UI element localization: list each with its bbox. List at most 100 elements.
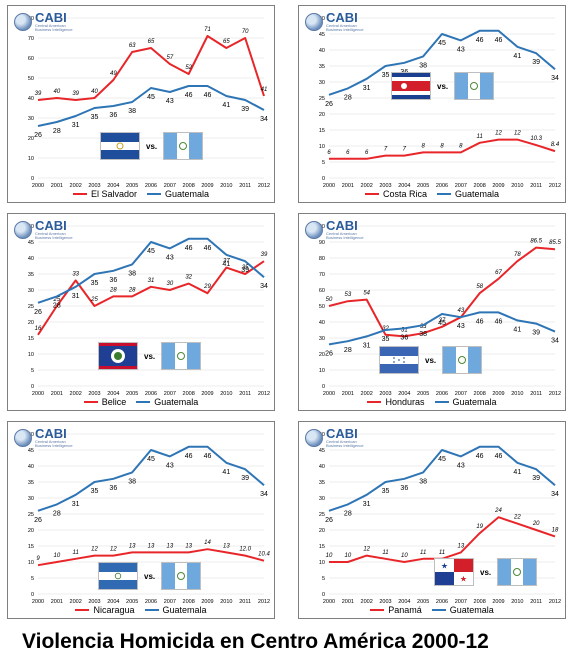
data-label: 46 [185,453,193,460]
x-tick-label: 2010 [220,391,232,397]
data-label: 43 [457,308,464,314]
chart-svg: 0102030405060708020002001200220032004200… [28,16,270,189]
data-label: 46 [476,37,484,44]
data-label: 34 [551,491,559,498]
data-label: 7 [403,147,407,153]
data-label: 28 [109,287,117,293]
x-tick-label: 2009 [201,391,213,397]
vs-label: vs. [144,571,156,581]
legend-swatch [364,193,379,195]
legend-label: Guatemala [449,605,494,615]
data-label: 34 [260,116,268,123]
y-tick-label: 15 [28,544,34,550]
y-tick-label: 5 [322,576,325,582]
y-tick-label: 0 [322,176,325,182]
data-label: 50 [326,297,333,303]
cabi-logo: CABI Central American Business Intelligenc… [305,427,364,448]
data-label: 41 [222,102,230,109]
data-label: 46 [185,245,193,252]
x-tick-label: 2005 [417,183,429,189]
data-label: 39 [72,91,79,97]
data-label: 6 [346,150,350,156]
y-tick-label: 15 [319,128,325,134]
chart-panel-el-salvador: 0102030405060708020002001200220032004200… [7,5,275,203]
y-tick-label: 20 [319,112,325,118]
y-tick-label: 60 [28,56,34,62]
svg-text:★: ★ [441,562,448,571]
y-tick-label: 45 [319,32,325,38]
data-label: 49 [110,71,117,77]
data-label: 33 [420,324,427,330]
data-label: 31 [401,327,408,333]
y-tick-label: 20 [319,352,325,358]
x-tick-label: 2011 [239,391,251,397]
x-tick-label: 2000 [32,599,44,605]
data-label: 20 [532,521,540,527]
cabi-logo: CABI Central American Business Intelligenc… [14,219,73,240]
vs-label: vs. [437,81,449,91]
data-label: 9 [36,556,40,562]
x-tick-label: 2009 [201,599,213,605]
x-tick-label: 2008 [474,183,486,189]
data-label: 34 [260,491,268,498]
legend-item: Costa Rica [364,189,427,199]
y-tick-label: 0 [31,592,34,598]
data-label: 46 [495,453,503,460]
chart-panel-nicaragua: 0510152025303540455020002001200220032004… [7,421,275,619]
x-tick-label: 2005 [126,599,138,605]
legend-swatch [434,401,449,403]
data-label: 31 [72,122,80,129]
data-label: 31 [72,501,80,508]
flag-comparison: ★ ★ vs. [434,558,538,586]
y-tick-label: 30 [28,288,34,294]
data-label: 36 [400,334,408,341]
data-label: 39 [532,330,540,337]
data-label: 14 [204,540,211,546]
data-label: 41 [513,326,521,333]
x-tick-label: 2000 [323,391,335,397]
series-line-guatemala [328,311,556,346]
chart-svg: 0102030405060708090100200020012002200320… [316,224,562,397]
y-tick-label: 5 [322,160,325,166]
y-tick-label: 5 [31,576,34,582]
x-tick-label: 2002 [70,599,82,605]
data-label: 29 [203,284,211,290]
flag-comparison: vs. [98,342,202,370]
cabi-logo: CABI Central American Business Intelligenc… [305,11,364,32]
x-tick-label: 2000 [32,391,44,397]
x-tick-label: 2004 [398,391,410,397]
data-label: 46 [476,453,484,460]
data-label: 39 [241,267,249,274]
x-tick-label: 2009 [201,183,213,189]
y-tick-label: 45 [319,448,325,454]
x-tick-label: 2011 [239,183,251,189]
data-label: 71 [204,27,211,33]
svg-text:★: ★ [460,575,467,584]
legend-item: El Salvador [72,189,137,199]
flag-comparison: vs. [100,132,204,160]
data-label: 6 [365,150,369,156]
data-label: 58 [476,284,483,290]
globe-icon [305,221,323,239]
data-label: 41 [513,53,521,60]
data-label: 8 [459,143,463,149]
data-label: 43 [457,462,465,469]
data-label: 53 [344,292,351,298]
flag-comparison: vs. [379,346,483,374]
data-label: 32 [185,275,192,281]
panama-flag: ★ ★ [434,558,474,586]
y-tick-label: 40 [319,48,325,54]
data-label: 12 [363,547,370,553]
x-tick-label: 2003 [379,183,391,189]
legend-label: Nicaragua [93,605,135,615]
y-tick-label: 25 [28,512,34,518]
x-tick-label: 2001 [51,599,63,605]
x-tick-label: 2004 [398,183,410,189]
y-tick-label: 0 [322,384,325,390]
data-label: 12 [514,131,521,137]
data-label: 13 [166,543,173,549]
data-label: 36 [400,485,408,492]
data-label: 35 [382,72,390,79]
data-label: 31 [72,293,80,300]
y-tick-label: 50 [319,304,325,310]
